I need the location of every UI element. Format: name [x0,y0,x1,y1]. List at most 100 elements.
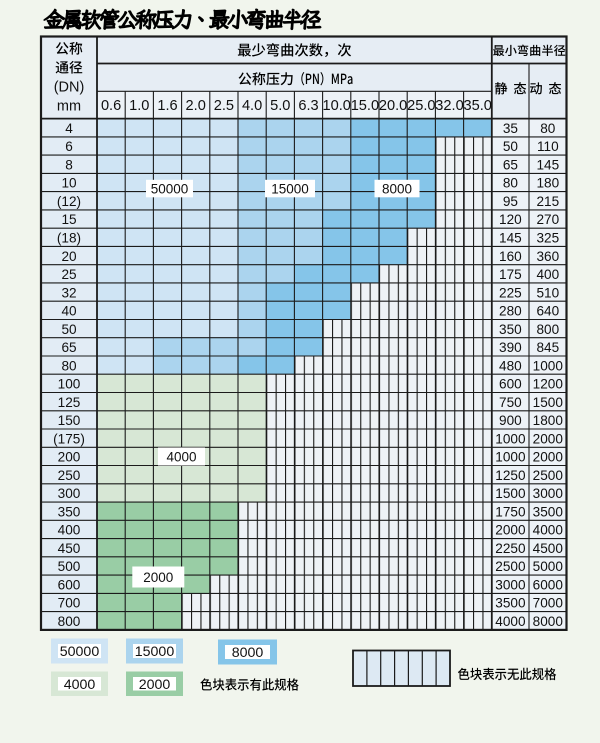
svg-text:1000: 1000 [495,431,526,446]
svg-text:250: 250 [58,468,81,483]
svg-text:160: 160 [499,249,522,264]
svg-text:350: 350 [499,322,522,337]
svg-text:2000: 2000 [533,450,564,465]
svg-text:8: 8 [65,157,73,172]
svg-text:95: 95 [503,194,518,209]
svg-text:2000: 2000 [495,523,526,538]
svg-text:400: 400 [536,267,559,282]
svg-text:65: 65 [503,157,518,172]
svg-text:1800: 1800 [533,413,564,428]
svg-text:400: 400 [58,523,81,538]
svg-text:2000: 2000 [143,570,173,585]
svg-text:35.0: 35.0 [463,98,491,114]
svg-text:7000: 7000 [533,596,564,611]
svg-text:4: 4 [65,121,73,136]
svg-text:120: 120 [499,212,522,227]
svg-text:6.3: 6.3 [298,98,318,114]
svg-text:6000: 6000 [533,577,564,592]
svg-text:1.6: 1.6 [157,98,177,114]
svg-text:10.0: 10.0 [322,98,350,114]
svg-text:25.0: 25.0 [407,98,435,114]
svg-text:640: 640 [536,304,559,319]
svg-text:125: 125 [58,395,81,410]
svg-text:(175): (175) [53,431,85,446]
svg-text:50000: 50000 [60,644,100,660]
svg-text:1500: 1500 [495,486,526,501]
svg-text:180: 180 [536,176,559,191]
svg-text:2000: 2000 [533,431,564,446]
svg-text:2.0: 2.0 [186,98,206,114]
svg-text:(18): (18) [57,231,81,246]
svg-text:110: 110 [537,139,559,154]
svg-text:845: 845 [536,340,559,355]
svg-text:325: 325 [536,231,559,246]
svg-text:5000: 5000 [533,559,564,574]
svg-text:600: 600 [58,577,81,592]
svg-text:200: 200 [58,450,81,465]
svg-text:4000: 4000 [166,449,196,464]
svg-text:2500: 2500 [495,559,526,574]
svg-text:215: 215 [536,194,559,209]
svg-text:15000: 15000 [271,181,309,196]
svg-text:510: 510 [536,285,559,300]
svg-text:80: 80 [540,121,556,136]
svg-text:4.0: 4.0 [242,98,262,114]
svg-text:3000: 3000 [533,486,564,501]
svg-text:32.0: 32.0 [435,98,463,114]
svg-text:0.6: 0.6 [101,98,121,114]
svg-text:20: 20 [61,249,77,264]
svg-text:(12): (12) [57,194,81,209]
svg-text:450: 450 [58,541,81,556]
svg-text:1000: 1000 [495,450,526,465]
svg-text:500: 500 [58,559,81,574]
svg-text:50000: 50000 [151,181,189,196]
svg-text:700: 700 [58,596,81,611]
svg-text:8000: 8000 [382,181,412,196]
svg-text:225: 225 [499,285,522,300]
svg-text:6: 6 [65,139,73,154]
svg-text:1200: 1200 [533,377,564,392]
svg-text:65: 65 [61,340,76,355]
svg-text:15: 15 [61,212,76,227]
svg-text:390: 390 [499,340,522,355]
svg-text:800: 800 [58,614,81,629]
svg-text:3500: 3500 [495,596,526,611]
svg-text:80: 80 [61,358,77,373]
svg-text:3000: 3000 [495,577,526,592]
svg-text:1750: 1750 [495,504,526,519]
svg-text:900: 900 [499,413,522,428]
svg-text:280: 280 [499,304,522,319]
svg-text:4000: 4000 [533,523,564,538]
svg-text:4000: 4000 [64,677,96,693]
svg-text:15.0: 15.0 [351,98,379,114]
svg-text:1250: 1250 [495,468,526,483]
svg-text:100: 100 [58,377,81,392]
svg-text:4000: 4000 [495,614,526,629]
svg-text:8000: 8000 [232,645,264,661]
svg-text:40: 40 [61,304,77,319]
svg-text:50: 50 [503,139,519,154]
svg-text:350: 350 [58,504,81,519]
svg-text:2250: 2250 [495,541,526,556]
svg-text:32: 32 [61,285,76,300]
svg-text:300: 300 [58,486,81,501]
svg-text:150: 150 [58,413,81,428]
svg-text:145: 145 [536,157,559,172]
svg-text:360: 360 [536,249,559,264]
svg-text:2500: 2500 [533,468,564,483]
svg-text:10: 10 [61,176,77,191]
svg-text:270: 270 [536,212,559,227]
svg-text:80: 80 [503,176,519,191]
svg-text:15000: 15000 [135,644,175,660]
svg-text:1.0: 1.0 [129,98,149,114]
svg-text:mm: mm [57,99,81,115]
svg-text:2.5: 2.5 [214,98,234,114]
svg-text:8000: 8000 [533,614,564,629]
svg-text:2000: 2000 [139,677,171,693]
svg-text:35: 35 [503,121,518,136]
svg-text:(DN): (DN) [54,80,85,96]
svg-text:175: 175 [499,267,522,282]
svg-text:20.0: 20.0 [379,98,407,114]
svg-text:600: 600 [499,377,522,392]
svg-text:3500: 3500 [533,504,564,519]
